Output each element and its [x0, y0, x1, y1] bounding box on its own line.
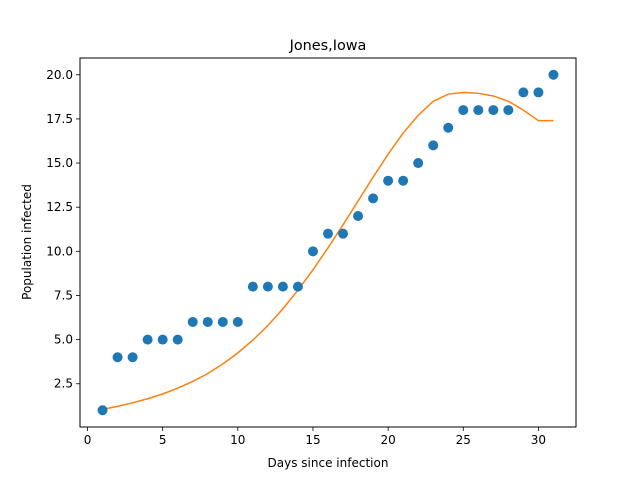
x-tick-label: 0 — [84, 433, 92, 447]
y-tick-label: 12.5 — [46, 200, 73, 214]
y-tick-label: 17.5 — [46, 112, 73, 126]
data-point — [157, 334, 168, 345]
data-point — [338, 228, 349, 239]
data-point — [262, 281, 273, 292]
x-axis-label: Days since infection — [268, 456, 389, 470]
y-tick-label: 15.0 — [46, 156, 73, 170]
x-tick-label: 10 — [230, 433, 245, 447]
data-point — [232, 316, 243, 327]
data-point — [292, 281, 303, 292]
data-point — [458, 105, 469, 116]
data-point — [307, 246, 318, 257]
data-point — [398, 175, 409, 186]
data-point — [187, 316, 198, 327]
data-point — [323, 228, 333, 239]
data-point — [368, 193, 379, 204]
y-axis-ticks: 2.5 5.0 7.5 10.0 12.5 15.0 17.5 20.0 — [46, 68, 80, 391]
data-point — [428, 140, 439, 151]
x-tick-label: 15 — [305, 433, 320, 447]
data-point — [247, 281, 258, 292]
data-point — [217, 316, 228, 327]
data-point — [383, 175, 394, 186]
data-point — [533, 87, 544, 98]
data-point — [112, 352, 123, 363]
data-point — [277, 281, 288, 292]
data-point — [413, 158, 424, 169]
x-tick-label: 5 — [159, 433, 167, 447]
y-tick-label: 10.0 — [46, 244, 73, 258]
y-tick-label: 7.5 — [54, 288, 73, 302]
data-point — [172, 334, 183, 345]
data-point — [142, 334, 153, 345]
data-point — [202, 316, 213, 327]
x-tick-label: 20 — [380, 433, 395, 447]
fit-line — [102, 91, 554, 411]
data-point — [443, 122, 454, 133]
y-tick-label: 20.0 — [46, 68, 73, 82]
y-tick-label: 2.5 — [54, 377, 73, 391]
x-tick-label: 30 — [531, 433, 546, 447]
data-point — [473, 105, 484, 116]
y-axis-label: Population infected — [20, 184, 34, 300]
data-point — [97, 405, 108, 416]
chart-title: Jones,Iowa — [289, 38, 367, 54]
y-tick-label: 5.0 — [54, 333, 73, 347]
data-point — [548, 69, 559, 80]
data-point — [503, 105, 514, 116]
data-point — [127, 352, 138, 363]
axes-frame — [79, 57, 577, 428]
data-point — [488, 105, 499, 116]
x-axis-ticks: 0 5 10 15 20 25 30 — [84, 427, 546, 447]
plot-area — [97, 69, 559, 416]
data-point — [518, 87, 529, 98]
data-point — [353, 211, 364, 222]
x-tick-label: 25 — [456, 433, 471, 447]
